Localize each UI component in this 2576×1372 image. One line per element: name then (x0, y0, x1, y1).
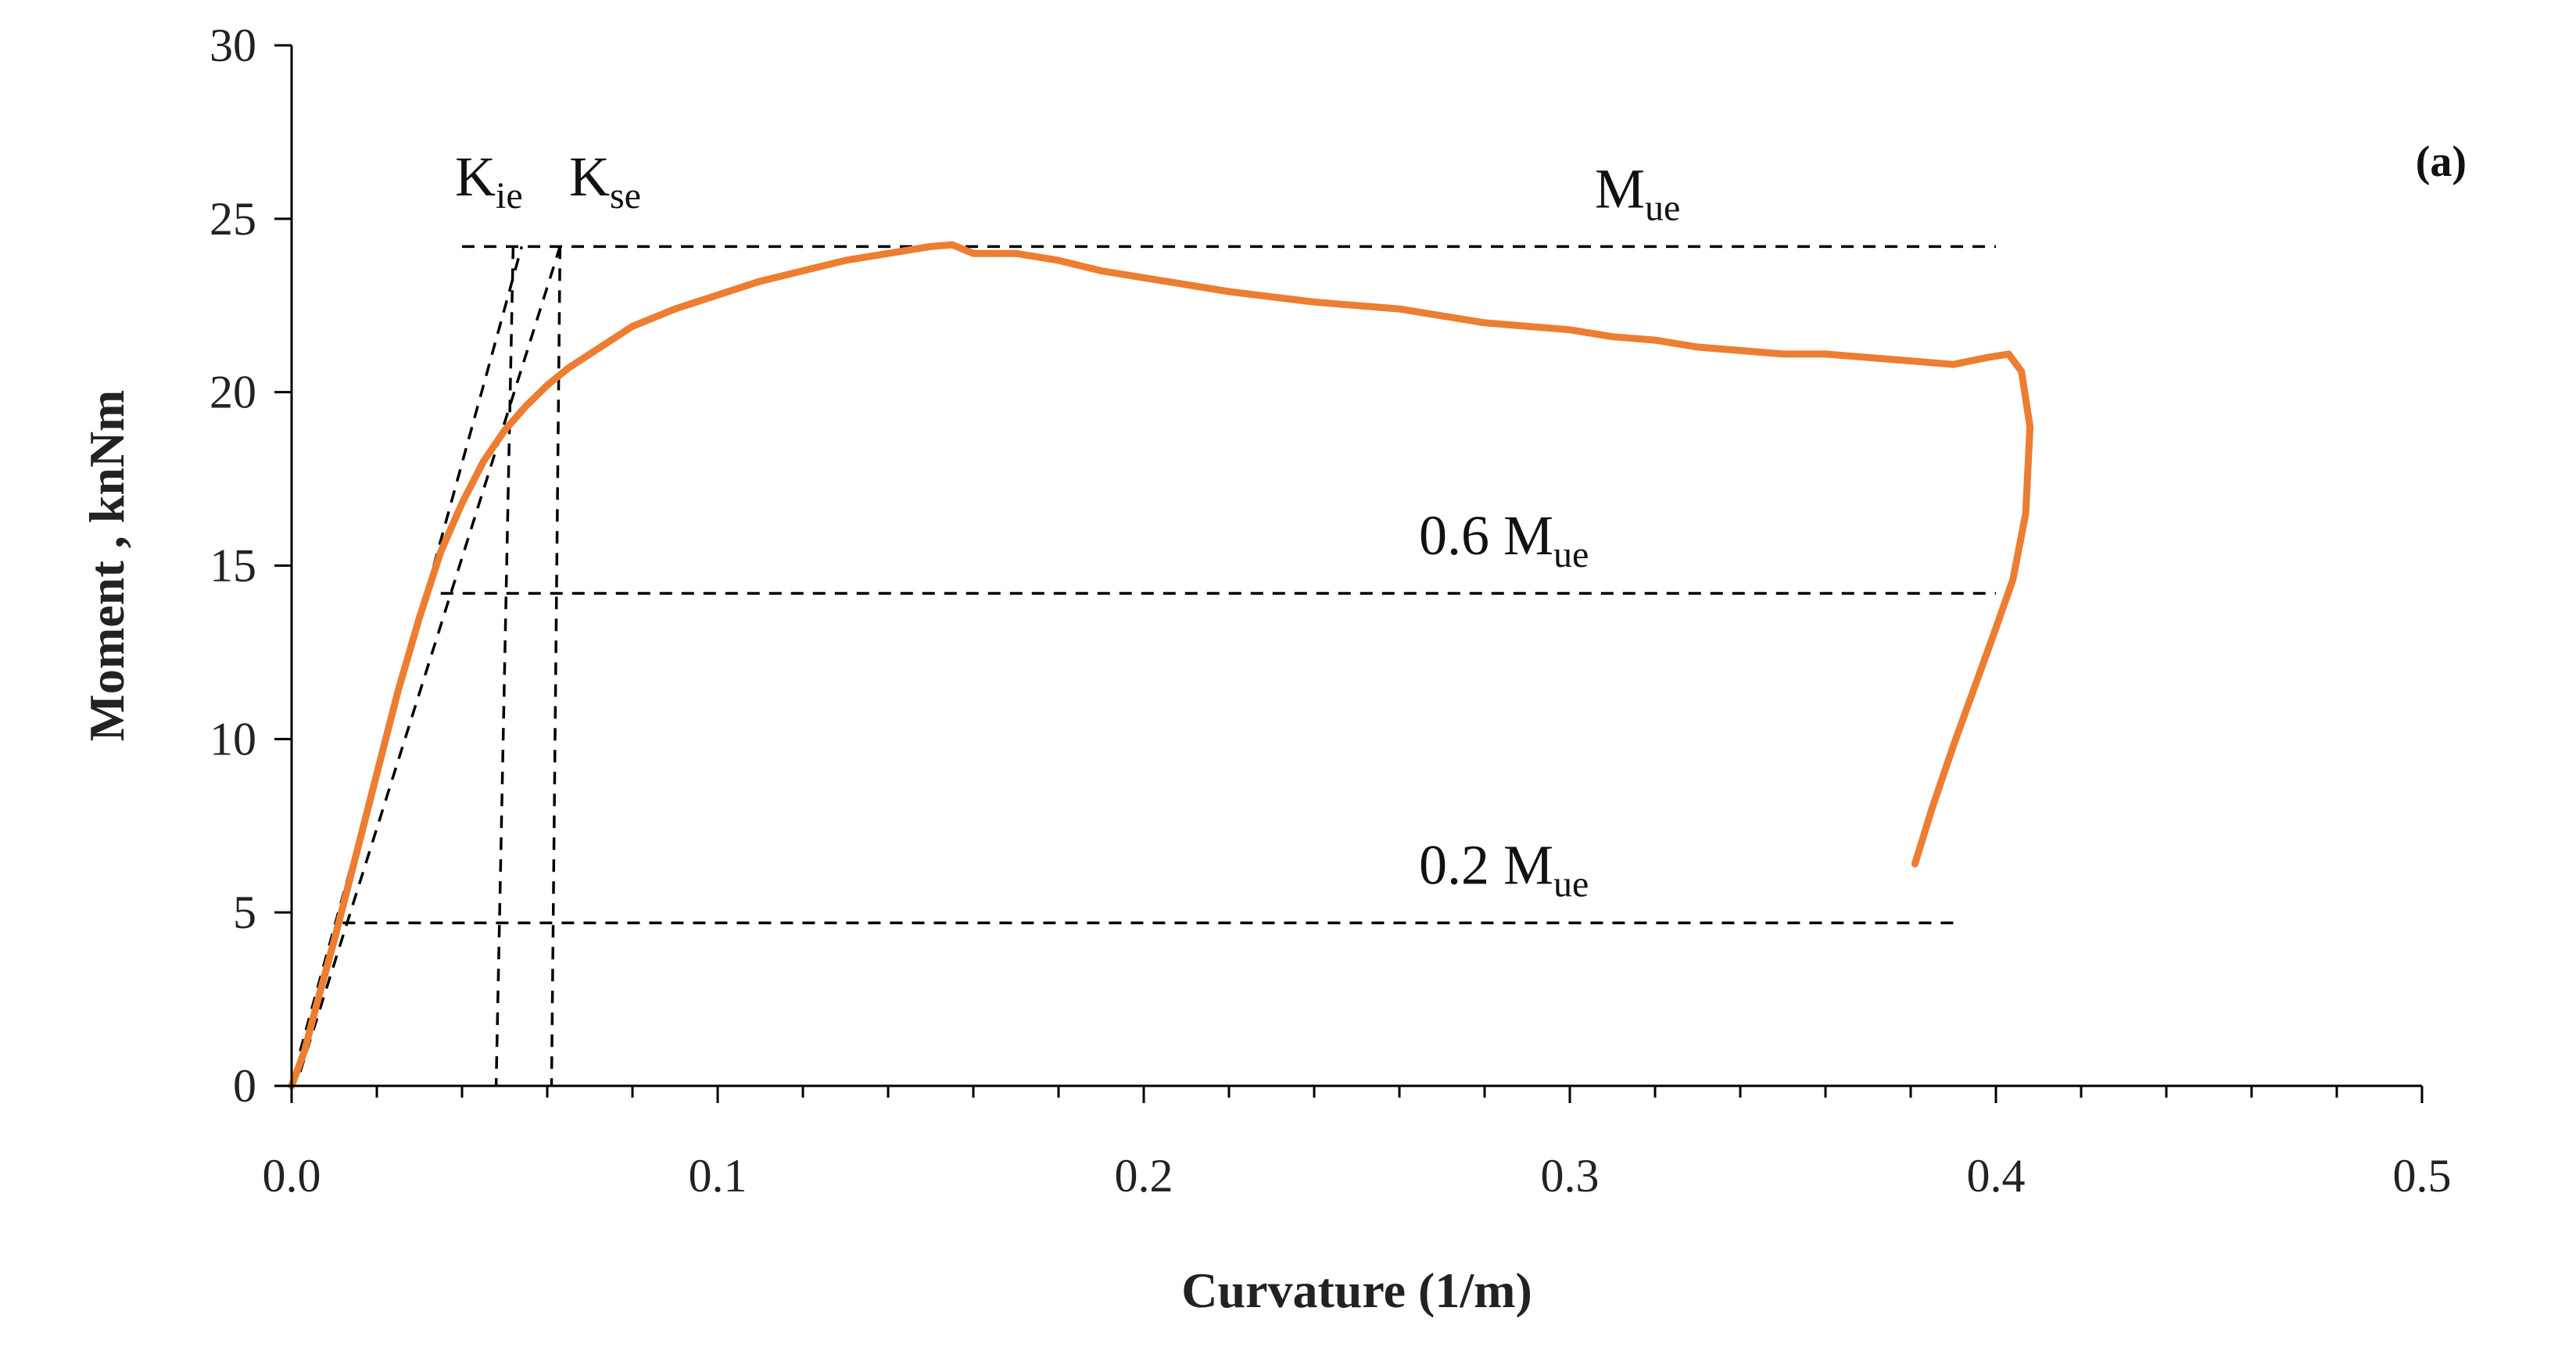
reference-label: Mue (1595, 157, 1680, 228)
y-tick-label: 20 (210, 367, 256, 418)
stiffness-line (299, 245, 562, 1073)
y-tick-label: 5 (233, 887, 256, 938)
stiffness-drop-line (494, 246, 515, 1087)
y-axis-title: Moment , knNm (79, 390, 134, 742)
data-series (288, 241, 2034, 1090)
x-tick-label: 0.5 (2393, 1150, 2452, 1202)
y-tick-label: 25 (210, 193, 256, 245)
x-tick-label: 0.1 (689, 1150, 747, 1202)
y-tick-label: 0 (233, 1060, 256, 1112)
x-axis-title: Curvature (1/m) (1181, 1263, 1532, 1318)
stiffness-label: Kse (569, 145, 641, 217)
y-tick-label: 15 (210, 540, 256, 592)
series-line (288, 241, 2034, 1090)
x-tick-label: 0.3 (1541, 1150, 1600, 1202)
x-tick-label: 0.2 (1115, 1150, 1173, 1202)
stiffness-drop-line (550, 246, 562, 1087)
annotations: Mue 0.6 Mue 0.2 Mue Kie Kse (455, 145, 1680, 905)
panel-label: (a) (2416, 138, 2467, 186)
reference-lines (342, 245, 1996, 925)
x-tick-label: 0.0 (263, 1150, 321, 1202)
stiffness-lines (299, 245, 562, 1087)
tick-labels: 0 5 10 15 20 25 30 0.0 0.1 0.2 0.3 0.4 0.5 (210, 20, 2452, 1202)
tick-marks (274, 44, 2424, 1103)
x-tick-label: 0.4 (1967, 1150, 2026, 1202)
stiffness-label: Kie (455, 145, 523, 217)
y-tick-label: 10 (210, 713, 256, 765)
reference-label: 0.6 Mue (1419, 504, 1589, 575)
reference-label: 0.2 Mue (1419, 833, 1589, 905)
y-tick-label: 30 (210, 20, 256, 71)
